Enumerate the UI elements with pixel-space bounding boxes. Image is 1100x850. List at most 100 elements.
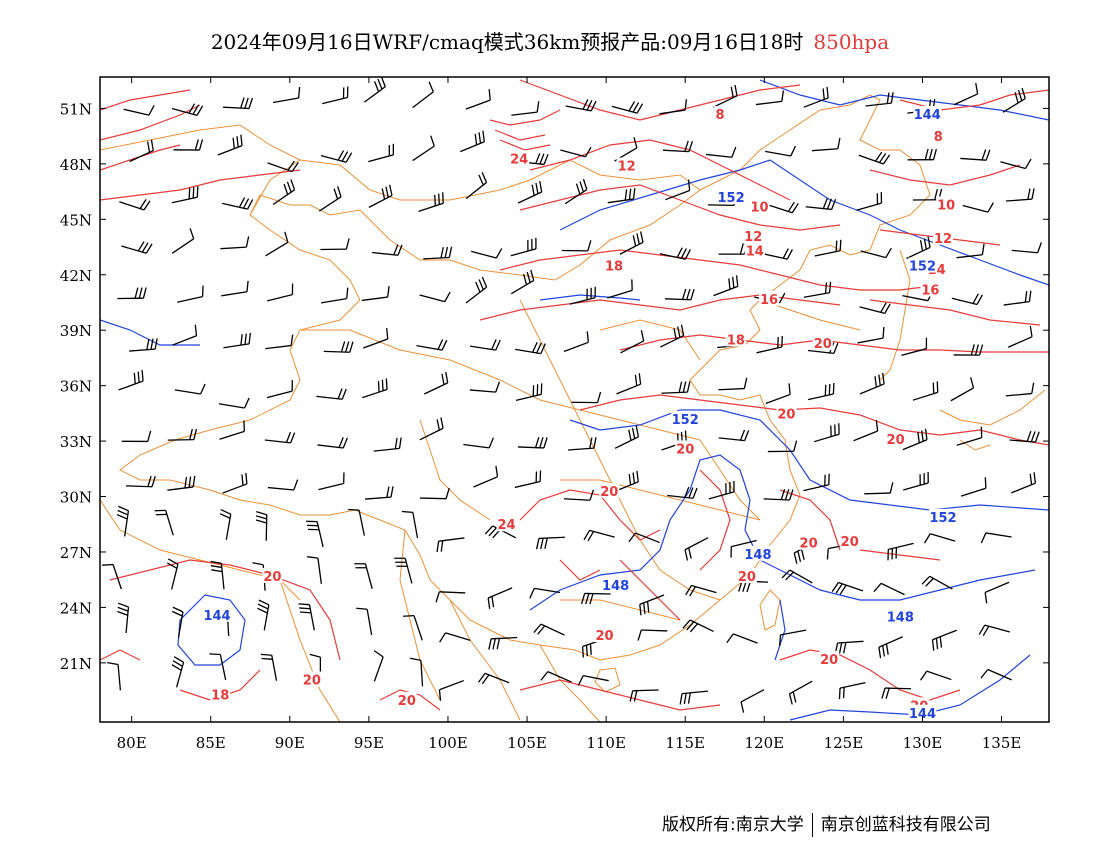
temperature-label-bg (509, 150, 530, 166)
plot-frame (99, 76, 1050, 723)
wind-barb (921, 575, 953, 590)
temperature-label-bg (714, 105, 727, 121)
lat-label: 45N (60, 211, 92, 229)
wind-barb (665, 179, 691, 201)
height-label: 144 (203, 609, 230, 624)
wind-barb (172, 324, 198, 346)
temperature-label-bg (736, 567, 757, 583)
wind-barb (859, 302, 891, 315)
wind-barb (756, 335, 783, 354)
wind-barb (102, 563, 122, 590)
wind-barb (403, 615, 423, 641)
wind-barb (807, 382, 835, 401)
lat-label: 42N (60, 267, 92, 285)
wind-barb (209, 653, 227, 681)
wind-barb (571, 391, 602, 404)
temperature-label: 24 (497, 518, 515, 533)
wind-barb (219, 508, 232, 540)
lon-label: 125E (824, 734, 864, 752)
wind-barb (265, 231, 289, 257)
wind-barb (477, 672, 510, 685)
wind-barb (117, 287, 147, 300)
temperature-label: 20 (800, 537, 818, 552)
temperature-label-bg (744, 242, 765, 258)
wind-barb (763, 488, 794, 501)
height-label: 148 (602, 579, 629, 594)
lat-label: 36N (60, 378, 92, 396)
temperature-label: 24 (510, 152, 528, 167)
wind-barb (667, 486, 698, 499)
wind-barb (423, 246, 453, 260)
wind-barb (363, 77, 386, 103)
temperature-label-bg (725, 331, 746, 347)
wind-barb (907, 148, 937, 161)
wind-barb (860, 247, 892, 259)
temperature-label: 8 (715, 108, 724, 123)
wind-barb (984, 581, 1010, 604)
wind-barb (779, 629, 807, 646)
wind-barb (607, 188, 636, 204)
wind-barb (881, 687, 912, 699)
wind-barb (740, 689, 765, 713)
height-label: 152 (672, 413, 699, 428)
temperature-label-bg (262, 567, 283, 583)
wind-barb (580, 592, 611, 605)
wind-barb (684, 537, 709, 561)
lon-label: 135E (982, 734, 1022, 752)
height-label-bg (717, 189, 746, 205)
wind-barb (219, 420, 245, 440)
wind-barb (685, 584, 717, 597)
wind-barb (853, 420, 879, 442)
wind-barb (960, 149, 991, 161)
temperature-label-bg (210, 686, 231, 702)
wind-barb (171, 103, 204, 116)
wind-barb (788, 680, 813, 705)
wind-barb (679, 690, 708, 705)
temperature-label: 14 (746, 245, 764, 260)
wind-barb (260, 653, 278, 681)
wind-barb (119, 199, 151, 211)
wind-barb (931, 629, 957, 651)
wind-barb (903, 471, 929, 491)
wind-barb (664, 288, 695, 301)
wind-barb (873, 582, 905, 596)
height-label: 152 (718, 191, 745, 206)
wind-barb (317, 437, 348, 449)
wind-barb (222, 472, 248, 494)
wind-barb (177, 285, 204, 303)
wind-barb (116, 505, 130, 537)
wind-barb (126, 475, 156, 488)
temperature-label-bg (675, 440, 696, 456)
temperature-label: 20 (814, 337, 832, 352)
lat-label: 30N (60, 489, 92, 507)
wind-barb (320, 287, 349, 304)
wind-barb (565, 99, 597, 112)
wind-barb (660, 324, 685, 348)
temperature-label: 20 (676, 442, 694, 457)
temperature-label: 18 (605, 260, 623, 275)
wind-barb (713, 84, 738, 108)
wind-barb (488, 636, 518, 650)
temperature-label: 18 (211, 688, 229, 703)
wind-barb (1002, 87, 1026, 113)
wind-barb (419, 417, 444, 441)
wind-barb (718, 377, 748, 391)
wind-barb (755, 90, 785, 106)
height-label: 148 (744, 548, 771, 563)
wind-barb (878, 636, 903, 659)
wind-barb (257, 599, 270, 631)
temperature-label-bg (396, 691, 417, 707)
wind-barb (1009, 430, 1040, 443)
temperature-label: 20 (596, 629, 614, 644)
wind-barb (859, 372, 885, 395)
wind-barb (726, 633, 758, 644)
temperature-label-bg (759, 290, 780, 306)
wind-barb (460, 130, 485, 153)
wind-barb (436, 537, 465, 553)
height-label-bg (671, 410, 700, 426)
wind-barb (517, 436, 548, 449)
lon-label: 130E (903, 734, 943, 752)
wind-barb (607, 279, 633, 299)
wind-barb (412, 135, 435, 162)
temperature-label-bg (594, 627, 615, 643)
